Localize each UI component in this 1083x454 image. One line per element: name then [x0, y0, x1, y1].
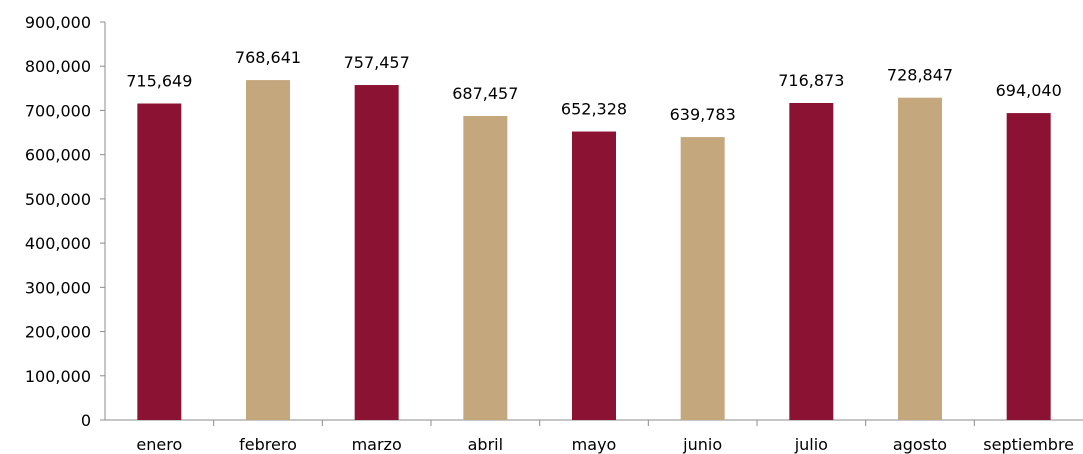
bar-septiembre	[1006, 113, 1051, 421]
bar-febrero	[246, 80, 290, 420]
y-tick-label: 400,000	[25, 234, 91, 253]
x-tick-label: abril	[468, 435, 503, 454]
x-tick-label: junio	[682, 435, 722, 454]
bar-enero	[137, 103, 182, 420]
y-tick-label: 500,000	[25, 190, 91, 209]
x-tick-label: marzo	[352, 435, 402, 454]
bar-mayo	[572, 131, 616, 420]
y-tick-label: 100,000	[25, 367, 91, 386]
data-labels: 715,649 768,641 757,457 687,457 652,328 639,7…	[126, 48, 1062, 124]
data-label-junio: 639,783	[670, 105, 736, 124]
bar-series	[137, 80, 1051, 421]
x-tick-label: septiembre	[983, 435, 1074, 454]
bar-marzo	[354, 85, 399, 421]
data-label-mayo: 652,328	[561, 100, 627, 119]
data-label-abril: 687,457	[452, 84, 518, 103]
data-label-marzo: 757,457	[344, 53, 410, 72]
bar-abril	[463, 115, 508, 420]
x-tick-label: enero	[136, 435, 182, 454]
bar-julio	[789, 102, 834, 421]
data-label-enero: 715,649	[126, 72, 192, 91]
y-tick-label: 0	[81, 411, 91, 430]
y-tick-label: 700,000	[25, 101, 91, 120]
x-tick-label: mayo	[572, 435, 617, 454]
bar-agosto	[898, 97, 942, 421]
y-axis: 0 100,000 200,000 300,000 400,000 500,000 600,…	[25, 13, 106, 430]
x-axis: enero febrero marzo abril mayo junio julio agos…	[105, 419, 1083, 454]
y-tick-label: 200,000	[25, 323, 91, 342]
data-label-febrero: 768,641	[235, 48, 301, 67]
x-tick-label: febrero	[239, 435, 297, 454]
y-tick-label: 600,000	[25, 146, 91, 165]
data-label-septiembre: 694,040	[996, 81, 1062, 100]
y-tick-label: 300,000	[25, 278, 91, 297]
data-label-julio: 716,873	[778, 71, 844, 90]
y-tick-label: 800,000	[25, 57, 91, 76]
data-label-agosto: 728,847	[887, 66, 953, 85]
bar-junio	[680, 137, 725, 421]
x-tick-label: julio	[794, 435, 828, 454]
y-tick-label: 900,000	[25, 13, 91, 32]
x-tick-label: agosto	[893, 435, 947, 454]
